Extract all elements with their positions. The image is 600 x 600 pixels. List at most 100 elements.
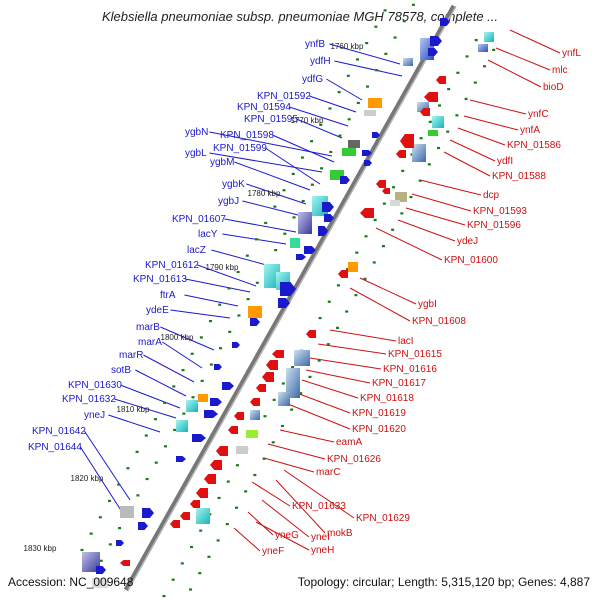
gc-mark — [262, 457, 266, 460]
gc-mark — [189, 588, 193, 591]
forward-gene-arrow — [318, 226, 328, 236]
reverse-gene-arrow — [250, 398, 260, 406]
leader-line — [267, 443, 326, 460]
gc-mark — [80, 548, 84, 552]
reverse-gene-arrow — [262, 372, 274, 382]
gene-label-right: mlc — [552, 65, 568, 76]
gc-mark — [400, 212, 404, 215]
gc-mark — [392, 186, 396, 189]
gene-box — [248, 306, 262, 318]
gene-box — [92, 578, 108, 588]
gc-mark — [235, 464, 239, 467]
gene-label-right: KPN_01629 — [356, 513, 410, 524]
gc-mark — [282, 189, 286, 192]
gene-box — [176, 420, 188, 432]
leader-line — [329, 43, 401, 65]
reverse-gene-arrow — [196, 488, 208, 498]
leader-line — [184, 294, 239, 307]
gc-mark — [411, 3, 415, 6]
gc-mark — [326, 343, 330, 346]
gc-mark — [329, 150, 333, 154]
gc-mark — [237, 314, 241, 317]
gene-label-left: KPN_01613 — [133, 274, 187, 285]
gene-box — [196, 508, 210, 524]
gc-mark — [345, 310, 349, 313]
leader-line — [275, 479, 326, 534]
gc-mark — [200, 379, 204, 383]
gene-label-left: ygbN — [185, 127, 208, 138]
forward-gene-arrow — [372, 132, 380, 138]
gc-mark — [473, 81, 477, 84]
kbp-tick-label: 1760 kbp — [331, 42, 364, 51]
gc-mark — [217, 496, 221, 500]
leader-line — [263, 457, 315, 473]
reverse-gene-arrow — [424, 92, 438, 102]
reverse-gene-arrow — [266, 360, 278, 370]
gc-mark — [198, 572, 202, 575]
gene-label-right: ygbI — [418, 299, 437, 310]
gc-mark — [346, 74, 350, 77]
gc-mark — [363, 277, 367, 280]
gc-mark — [346, 267, 350, 271]
leader-line — [209, 152, 323, 173]
gc-mark — [310, 183, 314, 186]
leader-line — [251, 481, 291, 507]
reverse-gene-arrow — [204, 474, 216, 484]
gene-label-right: mokB — [327, 528, 353, 539]
leader-line — [443, 151, 491, 177]
forward-gene-arrow — [324, 214, 334, 222]
leader-line — [83, 430, 131, 501]
gc-mark — [355, 251, 359, 254]
leader-line — [349, 287, 411, 322]
leader-line — [170, 309, 231, 319]
gc-mark — [273, 205, 277, 208]
gene-label-left: KPN_01612 — [145, 260, 199, 271]
gc-mark — [272, 398, 276, 401]
gene-box — [186, 400, 198, 412]
gene-label-right: yneF — [262, 546, 284, 557]
leader-line — [185, 278, 251, 293]
gc-mark — [207, 555, 211, 558]
forward-gene-arrow — [142, 508, 154, 518]
leader-line — [334, 60, 403, 77]
gene-label-right: KPN_01633 — [292, 501, 346, 512]
gene-box — [368, 98, 382, 108]
gene-box — [286, 368, 300, 398]
reverse-gene-arrow — [338, 270, 348, 278]
gc-mark — [117, 483, 121, 486]
gene-label-right: yneI — [311, 532, 330, 543]
gene-label-right: dcp — [483, 190, 500, 201]
gc-mark — [291, 172, 295, 176]
gene-label-left: KPN_01595 — [244, 114, 298, 125]
forward-gene-arrow — [364, 160, 372, 166]
gc-mark — [338, 134, 342, 137]
gene-label-right: KPN_01608 — [412, 316, 466, 327]
leader-line — [326, 78, 363, 101]
gc-mark — [447, 88, 451, 91]
leader-line — [375, 227, 443, 261]
gc-mark — [236, 270, 240, 274]
gc-mark — [180, 562, 184, 565]
gc-mark — [482, 65, 486, 68]
gc-mark — [310, 140, 314, 143]
gene-label-right: marC — [316, 467, 340, 478]
leader-line — [509, 29, 561, 54]
leader-line — [301, 379, 359, 399]
gene-label-left: ydeE — [146, 305, 169, 316]
gene-box — [478, 44, 488, 52]
gene-label-right: ynfC — [528, 109, 549, 120]
leader-line — [309, 357, 382, 370]
forward-gene-arrow — [428, 48, 438, 56]
gene-box — [290, 238, 300, 248]
gc-mark — [281, 382, 285, 385]
gc-mark — [244, 490, 248, 493]
backbone-line — [123, 4, 457, 592]
gc-mark — [437, 104, 441, 107]
gene-label-left: ynfB — [305, 39, 325, 50]
gene-label-left: lacY — [198, 229, 218, 240]
gc-mark — [209, 363, 213, 366]
gene-box — [395, 192, 407, 202]
gc-mark — [446, 130, 450, 133]
